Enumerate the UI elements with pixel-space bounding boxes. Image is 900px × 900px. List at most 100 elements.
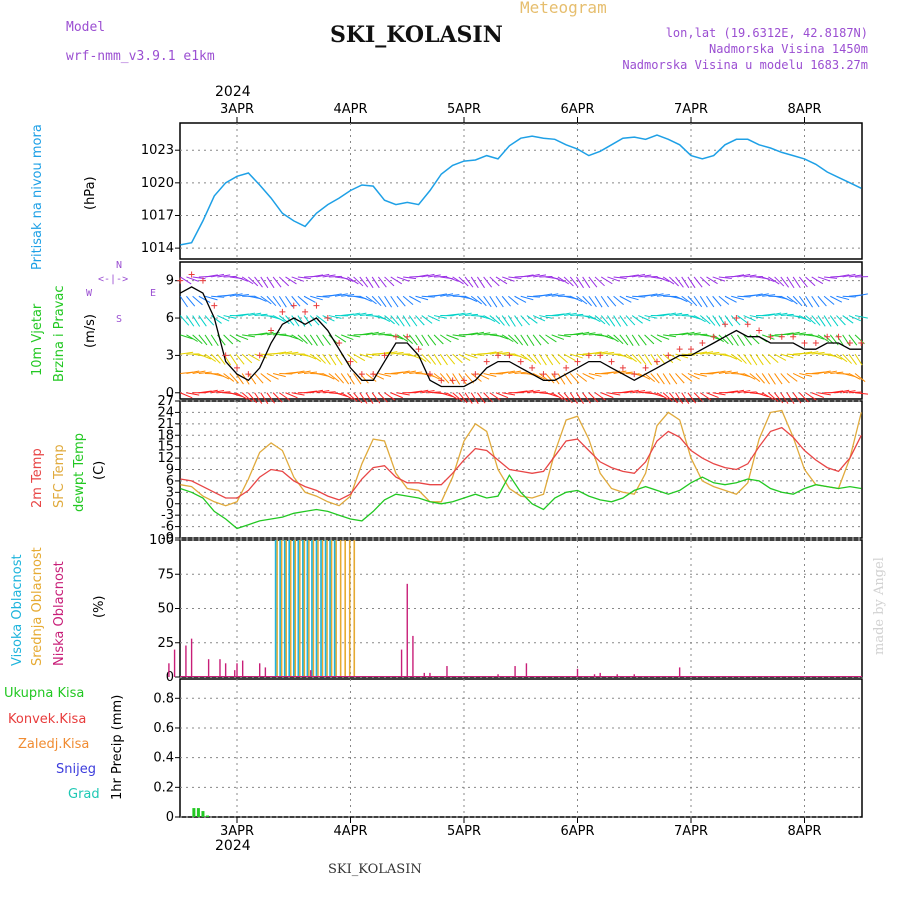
- wind-gust-mark: [381, 352, 388, 359]
- wind-barb: [681, 276, 690, 289]
- wind-gust-mark: [858, 339, 865, 346]
- compass-s: S: [116, 314, 123, 325]
- wind-barb: [390, 315, 400, 326]
- wind-barb: [582, 373, 595, 380]
- y-tick-label: 0: [166, 497, 174, 512]
- wind-barb: [421, 390, 435, 394]
- wind-barb: [421, 273, 435, 278]
- wind-barb: [539, 293, 553, 297]
- wind-barb: [409, 295, 421, 303]
- wind-gust-mark: [370, 371, 377, 378]
- wind-barb: [848, 274, 862, 278]
- wind-barb: [743, 334, 752, 346]
- y-tick-label: 0.6: [153, 721, 174, 736]
- wind-barb: [761, 353, 771, 365]
- y-tick-label: 21: [157, 417, 174, 432]
- wind-barb: [731, 274, 745, 278]
- wind-barb: [743, 353, 752, 365]
- wind-barb: [464, 276, 474, 288]
- wind-barb: [631, 315, 643, 324]
- wind-barb: [830, 353, 843, 360]
- wind-barb: [415, 295, 429, 301]
- wind-barb: [588, 276, 598, 288]
- wind-gust-mark: [551, 371, 558, 378]
- wind-barb: [489, 351, 503, 355]
- wind-barb: [179, 276, 192, 285]
- wind-barb: [675, 373, 685, 384]
- wind-barb: [347, 334, 361, 338]
- wind-barb: [495, 315, 505, 326]
- wind-barb: [340, 392, 353, 400]
- wind-barb: [557, 392, 568, 402]
- wind-gust-mark: [279, 308, 286, 315]
- wind-barb: [675, 332, 689, 336]
- sfc-temp-line: [180, 409, 862, 507]
- x-tick-label-top: 6APR: [560, 102, 594, 117]
- wind-gust-mark: [483, 358, 490, 365]
- wind-barb: [427, 315, 440, 322]
- wind-barb: [316, 390, 330, 394]
- wind-barb: [211, 273, 225, 278]
- wind-barb: [415, 334, 424, 346]
- wind-barb: [731, 389, 745, 394]
- wind-barb: [817, 370, 831, 374]
- wind-barb: [582, 276, 591, 289]
- wind-barb: [786, 392, 795, 404]
- y-tick-label: 15: [157, 440, 174, 455]
- wind-barb: [854, 373, 866, 383]
- wind-barb: [278, 315, 290, 325]
- wind-barb: [402, 295, 414, 306]
- wind-barb: [198, 315, 207, 327]
- wind-barb: [483, 372, 497, 377]
- wind-barb: [811, 392, 825, 399]
- wind-barb: [830, 390, 844, 394]
- wind-barb: [811, 351, 825, 355]
- wind-barb: [545, 334, 557, 343]
- wind-barb: [625, 334, 634, 346]
- wind-barb: [241, 353, 253, 364]
- wind-barb: [347, 312, 361, 317]
- y-tick-label: 0.4: [153, 751, 174, 766]
- wind-barb: [470, 276, 479, 289]
- wind-barb: [749, 315, 763, 319]
- wind-barb: [415, 389, 429, 394]
- wind-barb: [328, 293, 342, 297]
- wind-barb: [600, 276, 613, 285]
- wind-barb: [780, 332, 794, 336]
- wind-barb: [551, 353, 561, 365]
- wind-barb: [588, 372, 602, 377]
- wind-barb: [421, 334, 430, 347]
- wind-barb: [446, 334, 459, 340]
- wind-barb: [384, 351, 398, 355]
- wind-barb: [372, 332, 386, 336]
- wind-gust-mark: [744, 321, 751, 328]
- wind-barb: [848, 334, 858, 346]
- wind-barb: [489, 295, 498, 308]
- wind-barb: [668, 276, 679, 287]
- wind-barb: [247, 373, 257, 385]
- wind-barb: [638, 274, 652, 278]
- wind-barb: [817, 334, 830, 343]
- wind-barb: [749, 353, 758, 366]
- wind-barb: [217, 274, 231, 278]
- wind-barb: [854, 353, 863, 366]
- wind-barb: [817, 315, 826, 327]
- wind-barb: [464, 353, 478, 359]
- wind-barb: [607, 295, 617, 307]
- wind-barb: [780, 353, 794, 359]
- wind-barb: [693, 372, 707, 377]
- wind-barb: [520, 389, 534, 394]
- wind-barb: [309, 334, 318, 346]
- wind-barb: [731, 295, 744, 301]
- wind-gust-mark: [676, 346, 683, 353]
- wind-barb: [291, 370, 305, 374]
- wind-barb: [359, 295, 372, 302]
- wind-barb: [792, 276, 801, 289]
- wind-barb: [811, 334, 825, 340]
- lonlat-text: lon,lat (19.6312E, 42.8187N): [665, 26, 868, 40]
- wind-barb: [607, 392, 621, 396]
- wind-barb: [644, 315, 658, 319]
- wind-gust-mark: [358, 371, 365, 378]
- wind-barb: [353, 353, 366, 362]
- wind-barb: [638, 315, 651, 322]
